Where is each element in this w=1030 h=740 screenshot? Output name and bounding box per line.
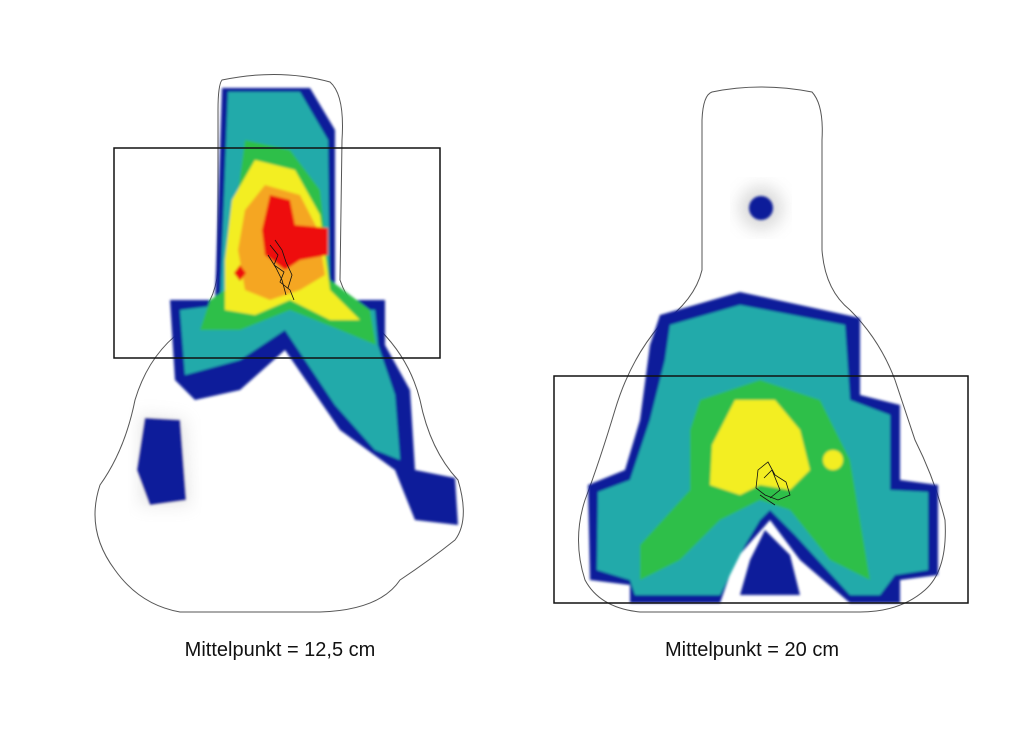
caption: Mittelpunkt = 12,5 cm [185,639,376,661]
right-panel: Mittelpunkt = 20 cm [553,86,969,661]
seat-outline [578,86,946,613]
heat-dark-blue [749,196,773,220]
left-panel: Mittelpunkt = 12,5 cm [94,73,464,661]
caption: Mittelpunkt = 20 cm [665,639,839,661]
heat-layers [588,196,938,603]
heat-layers [137,88,458,525]
heat-dark-blue [740,530,800,595]
center-marker [267,239,295,301]
heat-yellow [823,450,843,470]
heat-red [262,195,328,270]
heat-dark-blue [137,418,186,505]
heat-yellow [710,400,810,495]
center-box [113,147,441,359]
heat-red [234,265,246,281]
center-box [553,375,969,604]
center-marker [755,461,791,506]
